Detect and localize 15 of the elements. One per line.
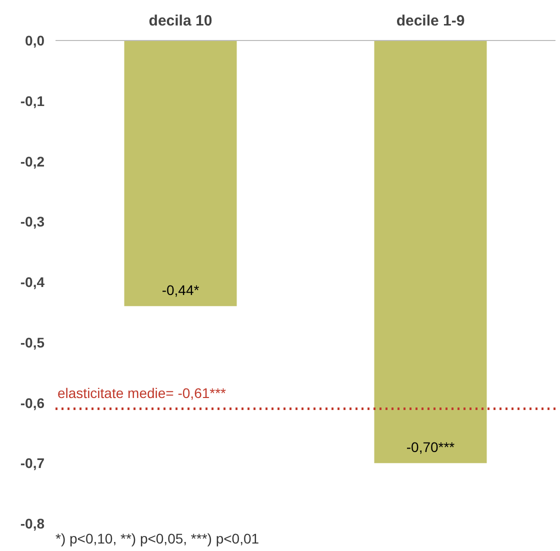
y-tick-label: -0,6 bbox=[20, 394, 45, 411]
y-tick-label: -0,8 bbox=[20, 516, 45, 532]
x-tick-label: decila 10 bbox=[148, 12, 212, 30]
ref-line-label: elasticitate medie= -0,61*** bbox=[58, 384, 227, 401]
y-tick-label: 0,0 bbox=[25, 32, 45, 48]
y-tick-label: -0,5 bbox=[20, 334, 45, 350]
y-tick-label: -0,4 bbox=[20, 274, 45, 290]
data-label: -0,70*** bbox=[406, 439, 456, 456]
y-tick-label: -0,3 bbox=[20, 214, 45, 230]
data-label: -0,44* bbox=[162, 282, 200, 298]
x-tick-label: decile 1-9 bbox=[396, 12, 465, 30]
y-tick-label: -0,7 bbox=[20, 455, 45, 472]
text: *) p<0,10, **) p<0,05, ***) p<0,01 bbox=[56, 530, 260, 546]
y-tick-label: -0,2 bbox=[20, 153, 45, 170]
y-tick-label: -0,1 bbox=[20, 92, 45, 109]
